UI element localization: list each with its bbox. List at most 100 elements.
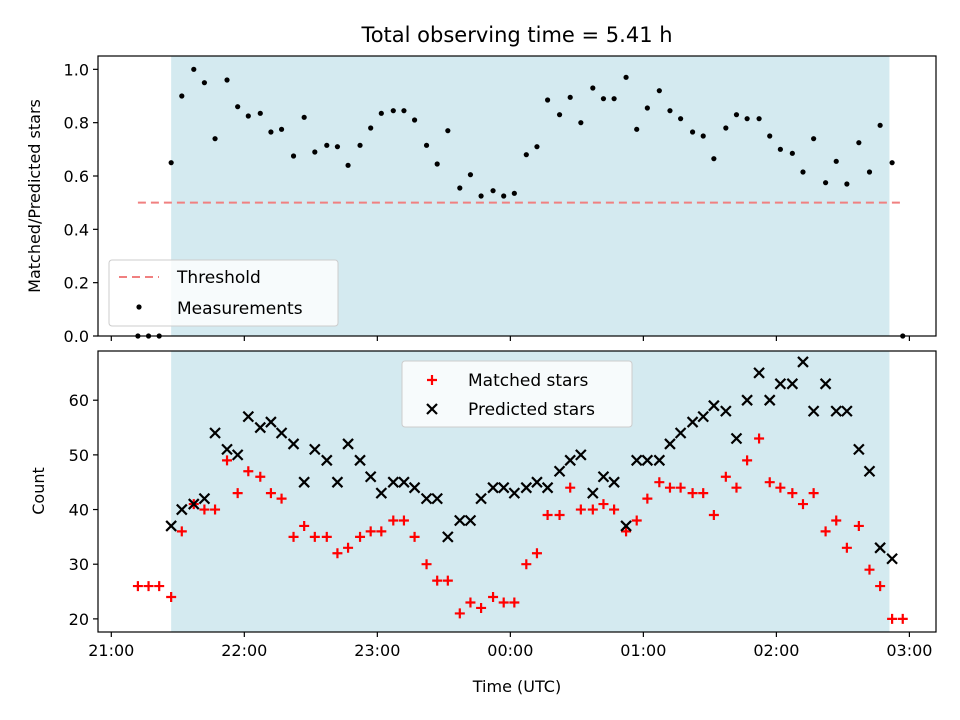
data-point [265, 416, 277, 428]
top-y-tick-label: 0.2 [64, 274, 89, 293]
top-y-axis-label: Matched/Predicted stars [25, 99, 44, 293]
data-point [800, 169, 806, 175]
data-point [575, 504, 586, 515]
data-point [711, 156, 717, 162]
data-point [176, 526, 187, 537]
bottom-x-tick-label: 01:00 [620, 641, 666, 660]
data-point [644, 105, 650, 111]
data-point [388, 515, 399, 526]
data-point [231, 449, 244, 461]
data-point [775, 482, 786, 493]
top-series-measurements [135, 66, 906, 339]
data-point [368, 125, 374, 131]
data-point [498, 597, 509, 608]
data-point [841, 542, 852, 553]
data-point [797, 356, 809, 368]
data-point [811, 136, 817, 142]
data-point [678, 116, 684, 122]
data-point [268, 129, 274, 135]
data-point [408, 481, 421, 494]
data-point [209, 427, 221, 439]
data-point [191, 66, 197, 72]
data-point [866, 169, 873, 175]
data-point [454, 514, 466, 527]
data-point [720, 471, 731, 482]
data-point [608, 476, 620, 488]
data-point [664, 438, 676, 450]
data-point [168, 160, 174, 166]
bottom-x-tick-label: 03:00 [886, 641, 932, 660]
data-point [820, 526, 831, 537]
data-point [886, 552, 898, 565]
data-point [553, 465, 566, 478]
data-point [556, 112, 563, 118]
data-point [720, 405, 732, 417]
x-axis-label: Time (UTC) [472, 677, 561, 696]
data-point [257, 110, 263, 116]
data-point [287, 438, 300, 450]
data-point [343, 542, 354, 553]
data-point [509, 597, 520, 608]
data-point [534, 144, 540, 150]
legend-matched-label: Matched stars [468, 371, 588, 391]
bottom-series-predicted-stars [165, 356, 898, 565]
data-point [299, 520, 310, 531]
data-point [787, 488, 798, 499]
bottom-x-tick-label: 22:00 [221, 641, 267, 660]
data-point [598, 499, 609, 510]
data-point [334, 144, 341, 150]
data-point [224, 77, 230, 83]
bottom-y-tick-label: 30 [69, 555, 89, 574]
data-point [312, 149, 318, 155]
data-point [255, 471, 266, 482]
data-point [708, 399, 720, 412]
data-point [278, 126, 285, 132]
legend-box [108, 259, 339, 327]
data-point [309, 531, 320, 542]
bottom-panel: 20 30 40 50 60 21:00 22:00 23:00 00:00 01:00 02:00… [69, 350, 937, 660]
data-point [667, 108, 673, 114]
top-y-tick-label: 0.8 [64, 114, 89, 133]
bottom-legend: Matched stars Predicted stars [401, 360, 633, 428]
data-point [531, 548, 542, 559]
data-point [364, 470, 377, 483]
data-point [199, 504, 210, 515]
data-point [467, 172, 474, 178]
data-point [653, 454, 666, 467]
data-point [853, 520, 864, 531]
data-point [421, 559, 432, 570]
data-point [641, 454, 654, 467]
legend-predicted-label: Predicted stars [468, 400, 595, 420]
data-point [786, 378, 799, 390]
data-point [656, 88, 662, 94]
data-point [222, 455, 233, 466]
data-point [764, 477, 775, 488]
legend-matched-swatch [427, 375, 437, 385]
data-point [819, 378, 832, 390]
data-point [288, 531, 299, 542]
data-point [434, 161, 440, 167]
data-point [578, 120, 584, 126]
data-point [221, 443, 233, 456]
data-point [587, 504, 598, 515]
data-point [830, 405, 843, 417]
data-point [187, 498, 200, 510]
data-point [887, 613, 898, 624]
data-point [767, 133, 773, 139]
data-point [321, 454, 333, 467]
data-point [542, 510, 553, 521]
data-point [232, 488, 243, 499]
data-point [889, 160, 895, 166]
data-point [301, 114, 307, 120]
data-point [731, 482, 742, 493]
data-point [143, 581, 154, 592]
data-point [789, 150, 795, 156]
data-point [478, 193, 484, 199]
data-point [165, 520, 177, 532]
data-point [265, 488, 276, 499]
data-point [565, 482, 576, 493]
data-point [276, 493, 287, 504]
data-point [290, 153, 297, 159]
data-point [490, 188, 496, 194]
